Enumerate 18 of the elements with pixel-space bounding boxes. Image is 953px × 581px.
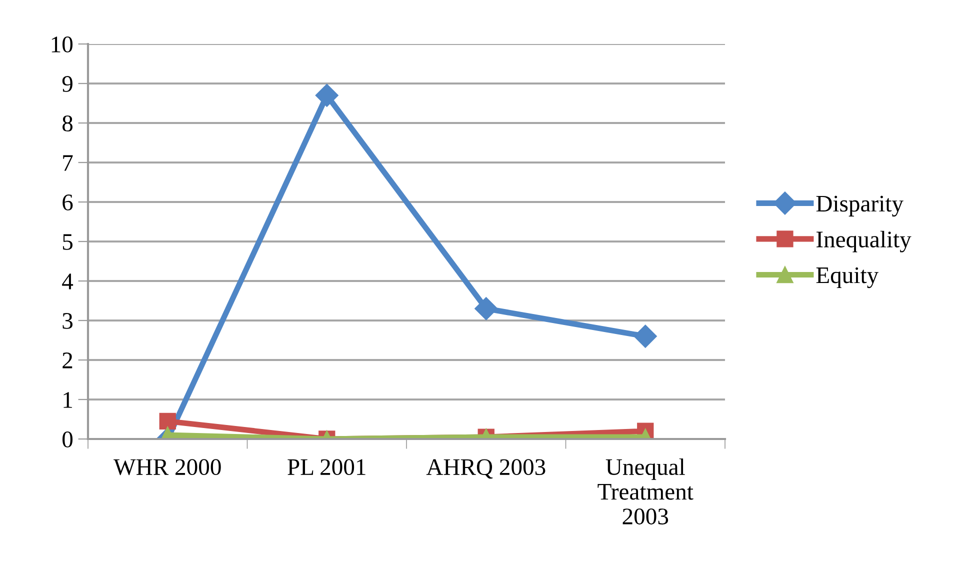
y-tick-label: 2 [62, 352, 72, 368]
legend-label: Equity [816, 267, 879, 288]
y-tick-label: 9 [62, 76, 72, 92]
x-tick-label: PL 2001 [288, 459, 366, 476]
y-tick-label: 10 [52, 36, 73, 52]
y-tick-label: 8 [62, 115, 73, 132]
x-tick-label: Unequal Treatment 2003 [598, 458, 694, 524]
x-tick-label: WHR 2000 [114, 459, 221, 476]
y-tick-label: 4 [62, 274, 74, 290]
y-tick-label: 7 [63, 155, 73, 171]
y-tick-label: 0 [62, 431, 73, 448]
legend-label: Inequality [816, 230, 912, 252]
y-tick-label: 6 [62, 194, 73, 210]
y-tick-label: 3 [62, 313, 72, 329]
y-tick-label: 1 [64, 392, 72, 408]
x-tick-label: AHRQ 2003 [426, 459, 546, 479]
y-tick-label: 5 [62, 234, 72, 250]
legend-label: Disparity [816, 196, 904, 217]
